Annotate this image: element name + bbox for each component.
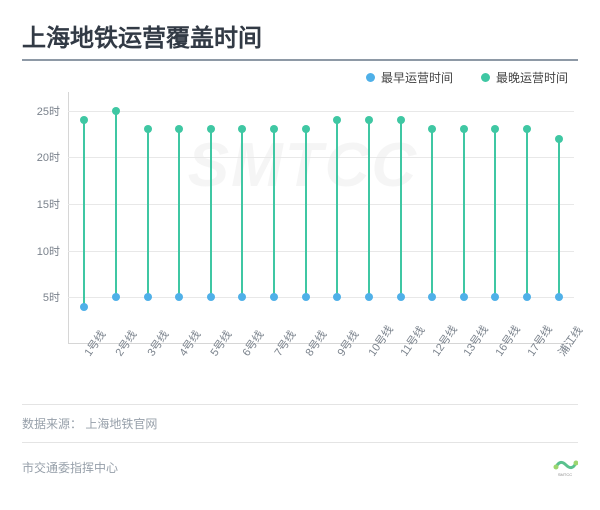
org-row: 市交通委指挥中心 SMTCC (22, 457, 578, 477)
svg-text:SMTCC: SMTCC (558, 472, 572, 477)
range-stem (526, 129, 528, 297)
x-axis-labels: 1号线2号线3号线4号线5号线6号线7号线8号线9号线10号线11号线12号线1… (68, 344, 574, 392)
legend: 最早运营时间 最晚运营时间 (22, 69, 578, 86)
data-series (400, 92, 401, 344)
source-label: 数据来源： (22, 417, 82, 431)
range-stem (178, 129, 180, 297)
footer: 数据来源： 上海地铁官网 市交通委指挥中心 SMTCC (22, 404, 578, 477)
late-dot (491, 125, 499, 133)
early-dot (523, 293, 531, 301)
data-series (210, 92, 211, 344)
y-axis: 5时 10时 15时 20时 25时 (28, 92, 64, 344)
range-stem (241, 129, 243, 297)
data-series (305, 92, 306, 344)
range-stem (431, 129, 433, 297)
range-stem (210, 129, 212, 297)
late-dot (523, 125, 531, 133)
smtcc-logo-icon: SMTCC (552, 457, 578, 477)
late-dot (365, 116, 373, 124)
late-dot (302, 125, 310, 133)
late-dot (112, 107, 120, 115)
early-dot (397, 293, 405, 301)
y-tick-label: 15时 (37, 196, 60, 212)
grid-line (68, 157, 574, 158)
range-stem (368, 120, 370, 297)
data-series (179, 92, 180, 344)
early-dot (270, 293, 278, 301)
data-series (463, 92, 464, 344)
early-dot (555, 293, 563, 301)
plot-area (68, 92, 574, 344)
legend-dot-late (481, 73, 490, 82)
grid-line (68, 111, 574, 112)
early-dot (333, 293, 341, 301)
late-dot (175, 125, 183, 133)
legend-dot-early (366, 73, 375, 82)
data-series (495, 92, 496, 344)
grid-line (68, 204, 574, 205)
data-source: 数据来源： 上海地铁官网 (22, 404, 578, 443)
early-dot (207, 293, 215, 301)
range-stem (273, 129, 275, 297)
range-stem (336, 120, 338, 297)
data-series (242, 92, 243, 344)
early-dot (112, 293, 120, 301)
y-tick-label: 20时 (37, 149, 60, 165)
range-stem (305, 129, 307, 297)
y-tick-label: 5时 (43, 289, 60, 305)
late-dot (238, 125, 246, 133)
y-axis-line (68, 92, 69, 344)
late-dot (207, 125, 215, 133)
data-series (147, 92, 148, 344)
chart-title: 上海地铁运营覆盖时间 (22, 18, 578, 61)
range-stem (147, 129, 149, 297)
early-dot (365, 293, 373, 301)
range-stem (83, 120, 85, 307)
late-dot (333, 116, 341, 124)
data-series (84, 92, 85, 344)
range-stem (115, 111, 117, 298)
y-tick-label: 10时 (37, 243, 60, 259)
early-dot (428, 293, 436, 301)
data-series (558, 92, 559, 344)
data-series (432, 92, 433, 344)
data-series (274, 92, 275, 344)
chart-area: SMTCC 5时10时15时20时25时 1号线2号线3号线4号线5号线6号线7… (28, 92, 578, 392)
early-dot (175, 293, 183, 301)
late-dot (555, 135, 563, 143)
range-stem (463, 129, 465, 297)
early-dot (144, 293, 152, 301)
legend-item-early: 最早运营时间 (366, 69, 453, 86)
early-dot (80, 303, 88, 311)
legend-label-early: 最早运营时间 (381, 69, 453, 86)
late-dot (397, 116, 405, 124)
data-series (368, 92, 369, 344)
legend-item-late: 最晚运营时间 (481, 69, 568, 86)
late-dot (270, 125, 278, 133)
data-series (115, 92, 116, 344)
early-dot (238, 293, 246, 301)
range-stem (494, 129, 496, 297)
late-dot (144, 125, 152, 133)
y-tick-label: 25时 (37, 103, 60, 119)
chart-card: 上海地铁运营覆盖时间 最早运营时间 最晚运营时间 SMTCC 5时 10时 15时 2… (0, 0, 600, 510)
range-stem (558, 139, 560, 298)
grid-line (68, 251, 574, 252)
late-dot (80, 116, 88, 124)
range-stem (400, 120, 402, 297)
early-dot (302, 293, 310, 301)
org-name: 市交通委指挥中心 (22, 459, 118, 476)
early-dot (491, 293, 499, 301)
early-dot (460, 293, 468, 301)
data-series (527, 92, 528, 344)
data-series (337, 92, 338, 344)
source-value: 上海地铁官网 (85, 417, 157, 431)
legend-label-late: 最晚运营时间 (496, 69, 568, 86)
late-dot (428, 125, 436, 133)
late-dot (460, 125, 468, 133)
